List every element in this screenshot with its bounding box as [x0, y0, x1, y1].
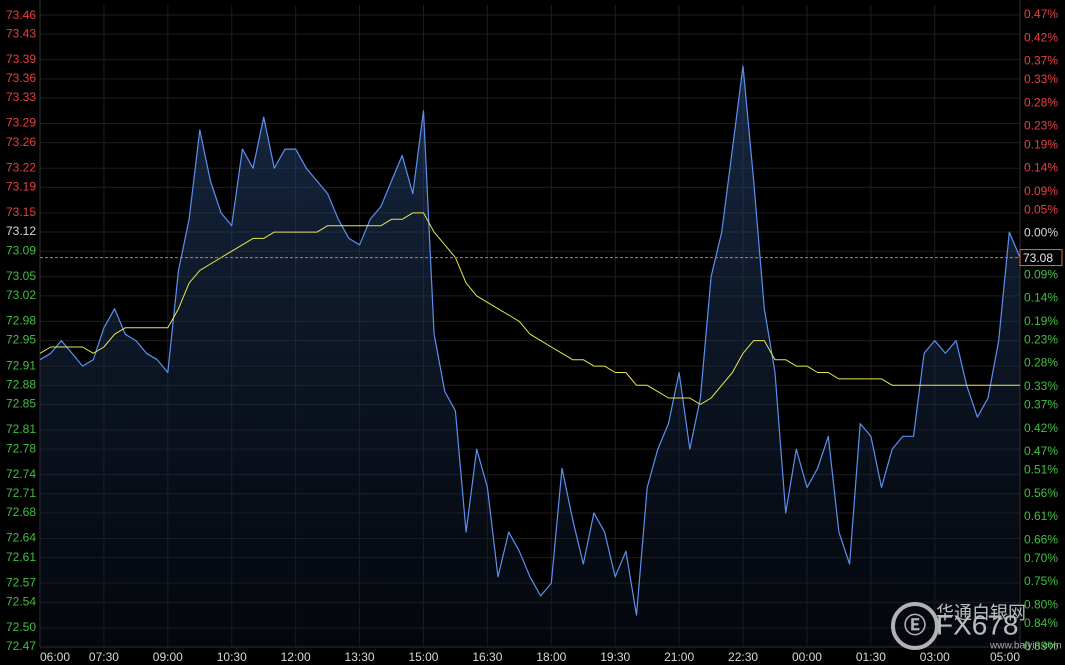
y-tick-label: 72.91	[6, 358, 36, 372]
axes: 73.46 73.43 73.39 73.36 73.33 73.29 73.26 73.22…	[6, 7, 1063, 664]
y2-tick-label: 0.09%	[1024, 184, 1058, 198]
x-tick-label: 10:30	[217, 650, 247, 664]
y-tick-label: 73.33	[6, 90, 36, 104]
watermark-logo	[891, 602, 939, 650]
y-tick-label: 73.12	[6, 224, 36, 238]
y-tick-label: 72.47	[6, 639, 36, 653]
watermark-name: 华通白银网	[936, 603, 1026, 623]
y2-tick-label: 0.37%	[1024, 398, 1058, 412]
y-tick-label: 72.85	[6, 397, 36, 411]
plot	[39, 65, 1021, 648]
x-tick-label: 22:30	[728, 650, 758, 664]
y-tick-label: 72.74	[6, 467, 36, 481]
y-tick-label: 72.68	[6, 505, 36, 519]
y-tick-label: 73.02	[6, 288, 36, 302]
y2-tick-label: 0.47%	[1024, 444, 1058, 458]
y-tick-label: 72.57	[6, 575, 36, 589]
y-tick-label: 73.15	[6, 205, 36, 219]
y2-tick-label: 0.75%	[1024, 574, 1058, 588]
x-tick-label: 13:30	[345, 650, 375, 664]
x-tick-label: 09:00	[153, 650, 183, 664]
y-tick-label: 73.36	[6, 71, 36, 85]
y2-tick-label: 0.14%	[1024, 291, 1058, 305]
x-tick-label: 16:30	[472, 650, 502, 664]
x-tick-label: 07:30	[89, 650, 119, 664]
y-tick-label: 73.05	[6, 269, 36, 283]
y2-tick-label: 0.84%	[1024, 616, 1058, 630]
y-tick-label: 72.64	[6, 531, 36, 545]
y-tick-label: 73.22	[6, 160, 36, 174]
y2-tick-label: 0.56%	[1024, 486, 1058, 500]
y2-tick-label: 0.19%	[1024, 137, 1058, 151]
y2-tick-label: 0.47%	[1024, 7, 1058, 21]
y-tick-label: 72.61	[6, 550, 36, 564]
y-tick-label: 73.46	[6, 8, 36, 22]
y-tick-label: 73.26	[6, 135, 36, 149]
y2-tick-label: 0.00%	[1024, 226, 1058, 240]
y2-tick-label: 0.37%	[1024, 54, 1058, 68]
y2-tick-label: 0.33%	[1024, 72, 1058, 86]
y-tick-label: 73.09	[6, 243, 36, 257]
y2-tick-label: 0.14%	[1024, 161, 1058, 175]
y-tick-label: 73.39	[6, 52, 36, 66]
y2-tick-label: 0.19%	[1024, 314, 1058, 328]
y-tick-label: 72.78	[6, 441, 36, 455]
y2-tick-label: 0.05%	[1024, 202, 1058, 216]
y2-tick-label: 0.66%	[1024, 532, 1058, 546]
y-tick-label: 72.71	[6, 486, 36, 500]
y-tick-label: 72.98	[6, 314, 36, 328]
y-tick-label: 72.50	[6, 620, 36, 634]
price-line	[39, 65, 1021, 616]
last-price-box	[1019, 249, 1063, 267]
y2-tick-label: 0.23%	[1024, 119, 1058, 133]
y2-tick-label: 0.61%	[1024, 509, 1058, 523]
y-tick-label: 72.81	[6, 422, 36, 436]
y-tick-label: 73.43	[6, 26, 36, 40]
y2-tick-label: 0.28%	[1024, 95, 1058, 109]
y2-tick-label: 0.80%	[1024, 597, 1058, 611]
average-line	[39, 212, 1020, 405]
x-tick-label: 12:00	[281, 650, 311, 664]
y2-tick-label: 0.09%	[1024, 267, 1058, 281]
y-tick-label: 73.19	[6, 180, 36, 194]
watermark: Ⓔ FX678 华通白银网 www.baiyin.com	[891, 602, 1062, 652]
last-price-label: 73.08	[1023, 251, 1053, 265]
x-tick-label: 21:00	[664, 650, 694, 664]
y-tick-label: 72.95	[6, 333, 36, 347]
x-tick-label: 15:00	[408, 650, 438, 664]
y2-tick-label: 0.28%	[1024, 356, 1058, 370]
y2-tick-label: 0.89%	[1024, 639, 1058, 653]
y2-tick-label: 0.23%	[1024, 332, 1058, 346]
y2-tick-label: 0.42%	[1024, 30, 1058, 44]
y-tick-label: 72.88	[6, 377, 36, 391]
x-tick-label: 18:00	[536, 650, 566, 664]
price-area	[40, 66, 1020, 648]
watermark-logo-letter: Ⓔ	[904, 613, 926, 638]
x-tick-label: 03:00	[920, 650, 950, 664]
y2-tick-label: 0.33%	[1024, 379, 1058, 393]
y2-tick-label: 0.51%	[1024, 463, 1058, 477]
y-tick-label: 72.54	[6, 594, 36, 608]
x-tick-label: 19:30	[600, 650, 630, 664]
x-tick-label: 06:00	[40, 650, 70, 664]
watermark-url: www.baiyin.com	[989, 641, 1062, 652]
x-tick-label: 00:00	[792, 650, 822, 664]
y2-tick-label: 0.42%	[1024, 421, 1058, 435]
watermark-brand: FX678	[936, 609, 1019, 640]
x-tick-label: 05:00	[990, 650, 1020, 664]
y-tick-label: 73.29	[6, 116, 36, 130]
y2-tick-label: 0.70%	[1024, 551, 1058, 565]
x-tick-label: 01:30	[856, 650, 886, 664]
